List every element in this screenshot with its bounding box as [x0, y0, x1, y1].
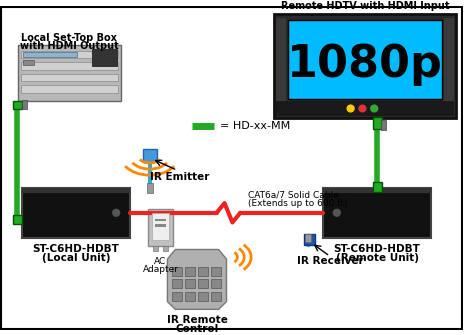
Bar: [211, 279, 220, 288]
Bar: [22, 188, 130, 238]
Bar: [185, 279, 195, 288]
Circle shape: [113, 209, 120, 216]
Bar: [304, 234, 315, 245]
Text: IR Emitter: IR Emitter: [149, 172, 209, 182]
Text: Remote HDTV with HDMI Input: Remote HDTV with HDMI Input: [281, 1, 449, 11]
Bar: [21, 74, 118, 81]
Bar: [92, 49, 117, 66]
Bar: [13, 215, 22, 224]
Circle shape: [347, 105, 354, 112]
Bar: [211, 292, 220, 300]
Bar: [444, 18, 454, 103]
Text: (Remote Unit): (Remote Unit): [336, 253, 419, 263]
Bar: [185, 292, 195, 300]
Bar: [153, 246, 157, 251]
Bar: [22, 188, 130, 194]
Bar: [198, 292, 208, 300]
Bar: [148, 209, 173, 246]
Bar: [274, 14, 456, 118]
Bar: [288, 20, 442, 99]
Text: with HDMI Output: with HDMI Output: [20, 41, 119, 51]
Bar: [13, 101, 22, 109]
Bar: [198, 267, 208, 276]
Bar: [164, 246, 168, 251]
Bar: [172, 292, 182, 300]
Text: Adapter: Adapter: [142, 265, 179, 274]
Bar: [373, 182, 382, 192]
Bar: [21, 85, 118, 93]
Text: Control: Control: [175, 324, 219, 334]
Text: ST-C6HD-HDBT: ST-C6HD-HDBT: [334, 244, 421, 254]
Bar: [276, 101, 454, 116]
Text: CAT6a/7 Solid Cable: CAT6a/7 Solid Cable: [248, 190, 339, 199]
Bar: [323, 188, 431, 194]
Bar: [172, 279, 182, 288]
Bar: [23, 60, 34, 65]
Bar: [198, 279, 208, 288]
Text: ST-C6HD-HDBT: ST-C6HD-HDBT: [32, 244, 119, 254]
Bar: [155, 224, 166, 227]
Bar: [155, 218, 166, 221]
Bar: [21, 51, 118, 58]
Polygon shape: [167, 250, 227, 309]
Text: (Local Unit): (Local Unit): [41, 253, 110, 263]
Bar: [211, 267, 220, 276]
Bar: [143, 149, 157, 161]
Bar: [18, 45, 121, 101]
Bar: [22, 100, 27, 110]
Text: = HD-xx-MM: = HD-xx-MM: [219, 121, 290, 131]
Bar: [306, 234, 311, 242]
Bar: [21, 62, 118, 70]
Bar: [152, 213, 169, 240]
Bar: [172, 267, 182, 276]
Circle shape: [359, 105, 366, 112]
Circle shape: [371, 105, 378, 112]
Text: IR Remote: IR Remote: [166, 315, 227, 325]
Text: AC: AC: [155, 257, 167, 266]
Bar: [147, 183, 153, 193]
Bar: [381, 120, 386, 130]
Circle shape: [333, 209, 340, 216]
Text: (Extends up to 600 ft): (Extends up to 600 ft): [248, 199, 348, 208]
Bar: [323, 188, 431, 238]
Text: Local Set-Top Box: Local Set-Top Box: [22, 33, 118, 43]
Bar: [185, 267, 195, 276]
Bar: [373, 117, 382, 129]
Bar: [23, 53, 77, 57]
Text: IR Receiver: IR Receiver: [297, 256, 363, 266]
Text: 1080p: 1080p: [287, 43, 443, 85]
Bar: [276, 18, 286, 103]
